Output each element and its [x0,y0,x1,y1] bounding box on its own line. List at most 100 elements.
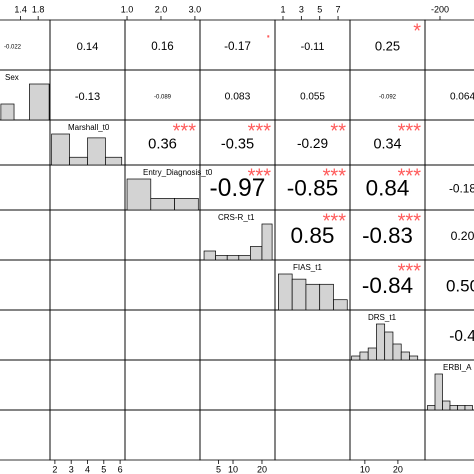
panel [349,359,426,411]
significance: *** [173,120,197,142]
histogram-bar [392,343,402,361]
panel [49,259,126,311]
panel [0,309,51,361]
correlation: -0.092 [379,95,397,101]
panel [199,409,276,461]
panel [199,309,276,361]
significance: *** [398,120,422,142]
correlation: 0.20 [451,229,474,243]
histogram-bar [409,355,419,361]
panel [0,259,51,311]
correlation: 0.16 [151,41,173,53]
histogram-bar [150,198,175,211]
significance: *** [323,210,347,232]
histogram-bar [384,331,394,361]
histogram-bar [376,323,386,361]
histogram-bar [333,299,348,311]
panel [274,409,351,461]
tick-label: 20 [257,464,267,474]
correlation: 0.14 [77,41,99,53]
correlation: -0.17 [224,40,251,53]
correlation: -0.29 [297,136,328,151]
significance: . [265,20,271,42]
correlation: -0.11 [301,41,325,53]
histogram-bar [87,137,106,166]
variable-name: Marshall_t0 [68,123,110,132]
correlation: -0.97 [210,175,266,202]
variable-name: Sex [5,73,19,82]
correlation: 0.34 [373,136,401,152]
panel [199,259,276,311]
variable-name: Entry_Diagnosis_t0 [143,168,213,177]
correlation: 0.055 [300,92,325,103]
panel [0,164,51,211]
panel [0,359,51,411]
panel [49,209,126,261]
correlation: 0.50 [446,276,474,295]
histogram-bar [0,103,15,121]
tick-label: 1 [280,4,285,14]
tick-label: 1.8 [32,4,45,14]
correlation: -0.84 [362,273,413,298]
histogram-bar [238,255,251,261]
significance: ** [330,120,346,142]
panel [199,359,276,411]
correlation: -0.85 [287,175,339,200]
histogram-bar [51,133,70,166]
histogram-bar [359,351,369,361]
histogram-bar [174,198,199,211]
tick-label: 1.4 [14,4,27,14]
histogram-bar [449,405,458,411]
histogram-bar [226,255,240,261]
histogram-bar [203,250,216,261]
panel [274,309,351,361]
panel [49,409,126,461]
significance: *** [398,210,422,232]
significance: *** [323,165,347,187]
tick-label: 4 [85,464,90,474]
correlation: -0.83 [362,223,413,248]
histogram-bar [261,223,273,261]
correlation: 0.064 [450,92,474,103]
histogram-bar [105,156,123,166]
significance: *** [248,165,272,187]
significance: *** [398,260,422,282]
tick-label: 6 [118,464,123,474]
correlation: 0.083 [225,92,251,103]
panel [0,209,51,261]
histogram-bar [215,255,228,261]
tick-label: 3 [69,464,74,474]
panel [49,309,126,361]
correlation: -0.022 [4,45,22,51]
tick-label: 5 [216,464,221,474]
tick-label: -200 [431,4,449,14]
histogram-bar [305,283,321,311]
histogram-bar [442,400,451,411]
correlation: -0.35 [221,136,254,152]
panel [424,409,474,461]
significance: * [413,20,421,42]
tick-label: 5 [317,4,322,14]
correlation: -0.4 [449,328,474,345]
histogram-bar [434,373,443,411]
tick-label: 10 [360,464,370,474]
histogram-bar [291,278,307,311]
histogram-bar [400,351,410,361]
variable-name: DRS_t1 [368,313,397,322]
panel [124,359,201,411]
panel [49,164,126,211]
variable-name: ERBI_A [443,363,472,372]
correlation: 0.25 [375,38,400,53]
histogram-bar [319,283,334,311]
panel [349,409,426,461]
correlation: -0.13 [75,91,100,103]
variable-name: FIAS_t1 [293,263,322,272]
tick-label: 3.0 [189,4,202,14]
panel [124,259,201,311]
histogram-bar [250,246,263,261]
histogram-bar [69,156,88,166]
histogram-bar [367,347,377,361]
panel [124,209,201,261]
significance: *** [248,120,272,142]
